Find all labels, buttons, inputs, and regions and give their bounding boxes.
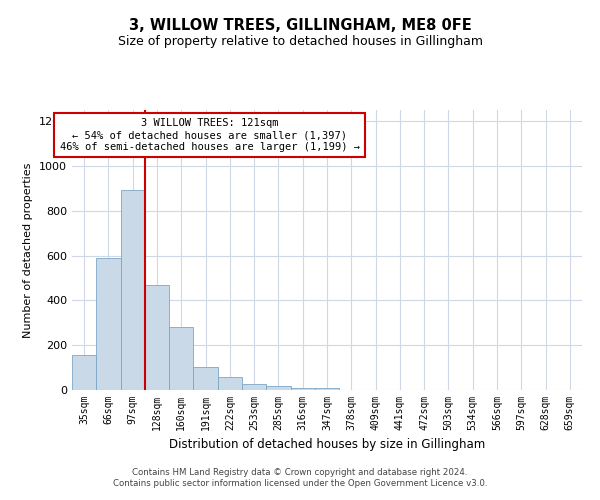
Bar	[193, 367, 218, 390]
Text: Contains HM Land Registry data © Crown copyright and database right 2024.
Contai: Contains HM Land Registry data © Crown c…	[113, 468, 487, 487]
Bar	[266, 386, 290, 390]
Bar	[218, 376, 242, 390]
Text: Size of property relative to detached houses in Gillingham: Size of property relative to detached ho…	[118, 35, 482, 48]
Bar	[290, 388, 315, 390]
X-axis label: Distribution of detached houses by size in Gillingham: Distribution of detached houses by size …	[169, 438, 485, 452]
Text: 3, WILLOW TREES, GILLINGHAM, ME8 0FE: 3, WILLOW TREES, GILLINGHAM, ME8 0FE	[128, 18, 472, 32]
Bar	[145, 286, 169, 390]
Bar	[72, 356, 96, 390]
Bar	[121, 190, 145, 390]
Bar	[315, 388, 339, 390]
Text: 3 WILLOW TREES: 121sqm
← 54% of detached houses are smaller (1,397)
46% of semi-: 3 WILLOW TREES: 121sqm ← 54% of detached…	[60, 118, 360, 152]
Bar	[96, 258, 121, 390]
Bar	[169, 328, 193, 390]
Y-axis label: Number of detached properties: Number of detached properties	[23, 162, 34, 338]
Bar	[242, 384, 266, 390]
